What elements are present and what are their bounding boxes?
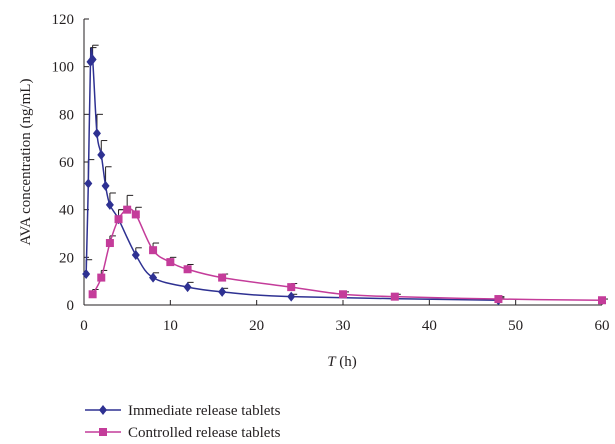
axis-labels: T (h) AVA concentration (ng/mL) xyxy=(18,79,357,370)
data-point-diamond xyxy=(82,269,91,280)
y-tick-label: 120 xyxy=(52,12,75,28)
data-point-square xyxy=(183,265,192,274)
axes: 0 20 40 60 80 100 120 0 10 20 30 40 50 60 xyxy=(52,12,610,334)
data-point-square xyxy=(114,215,123,224)
series-markers xyxy=(82,54,606,306)
data-point-diamond xyxy=(84,178,93,189)
legend-marker-diamond xyxy=(99,405,107,415)
data-point-square xyxy=(287,283,296,292)
y-tick-label: 80 xyxy=(59,107,74,123)
x-tick-label: 60 xyxy=(595,318,610,334)
series-lines xyxy=(85,47,603,301)
data-point-square xyxy=(88,290,97,299)
x-tick-label: 40 xyxy=(422,318,437,334)
data-point-square xyxy=(105,239,114,248)
y-tick-label: 40 xyxy=(59,203,74,219)
x-tick-label: 50 xyxy=(508,318,523,334)
y-axis-label: AVA concentration (ng/mL) xyxy=(18,79,34,246)
data-point-diamond xyxy=(92,128,101,139)
data-point-diamond xyxy=(149,272,158,283)
legend-label-2: Controlled release tablets xyxy=(128,425,281,441)
y-tick-label: 60 xyxy=(59,155,74,171)
data-point-diamond xyxy=(97,149,106,160)
legend: Immediate release tablets Controlled rele… xyxy=(85,403,281,441)
error-bars xyxy=(85,44,608,301)
data-point-diamond xyxy=(88,54,97,65)
data-point-square xyxy=(218,273,227,282)
data-point-square xyxy=(166,258,175,267)
data-point-square xyxy=(131,210,140,219)
data-point-square xyxy=(149,246,158,255)
data-point-diamond xyxy=(183,282,192,293)
x-tick-label: 20 xyxy=(249,318,264,334)
legend-marker-square xyxy=(99,428,107,436)
data-point-diamond xyxy=(131,249,140,260)
y-tick-label: 20 xyxy=(59,250,74,266)
data-point-diamond xyxy=(218,286,227,297)
legend-label-1: Immediate release tablets xyxy=(128,403,281,419)
x-axis-label: T (h) xyxy=(327,354,357,370)
x-axis-label-unit: (h) xyxy=(336,354,357,370)
x-axis-label-symbol: T xyxy=(327,354,337,370)
data-point-diamond xyxy=(287,291,296,302)
y-tick-label: 0 xyxy=(67,298,75,314)
x-tick-label: 30 xyxy=(336,318,351,334)
x-tick-label: 10 xyxy=(163,318,178,334)
data-point-square xyxy=(339,290,347,299)
data-point-square xyxy=(598,296,606,305)
data-point-square xyxy=(494,295,503,304)
y-tick-label: 100 xyxy=(52,60,75,76)
data-point-diamond xyxy=(101,180,110,191)
data-point-diamond xyxy=(105,199,114,210)
data-point-square xyxy=(97,273,106,282)
data-point-square xyxy=(390,292,399,301)
series-line-2 xyxy=(91,208,603,301)
data-point-square xyxy=(123,205,132,214)
series-line-1 xyxy=(85,47,499,301)
x-tick-label: 0 xyxy=(80,318,88,334)
